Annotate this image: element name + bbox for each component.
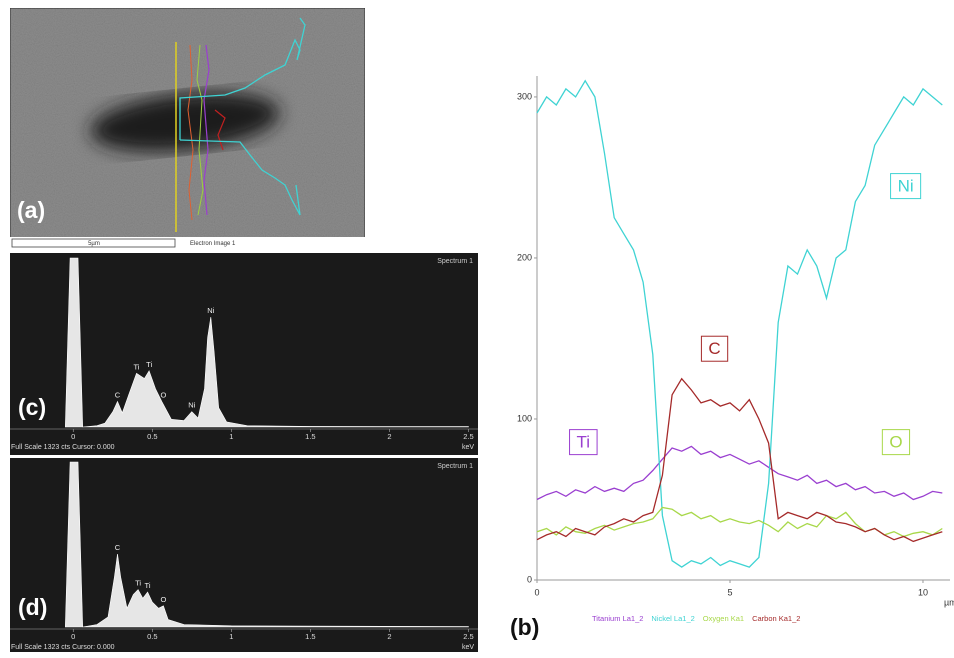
panel-label: (c) (18, 394, 46, 420)
peak-label: C (115, 543, 121, 552)
annotation-box (881, 429, 911, 456)
x-tick-label: 1.5 (305, 632, 315, 641)
x-tick-label: 2.5 (463, 632, 473, 641)
x-tick-label: 2.5 (463, 432, 473, 441)
x-unit: keV (462, 644, 474, 651)
peak-label: Ni (188, 401, 195, 410)
annotation: Ni (898, 177, 914, 196)
x-tick-label: 1 (229, 432, 233, 441)
x-tick-label: 2 (387, 432, 391, 441)
peak-label: Ti (133, 362, 139, 371)
spectrum-area (64, 257, 469, 428)
spectrum-footer: Full Scale 1323 cts Cursor: 0.000 (11, 444, 115, 451)
x-unit: keV (462, 444, 474, 451)
peak-label: Ni (207, 306, 214, 315)
peak-label: Ti (146, 360, 152, 369)
x-tick-label: 1.5 (305, 432, 315, 441)
legend-entry: Nickel La1_2 (651, 614, 694, 623)
spectrum-background (10, 253, 478, 455)
peak-label: Ti (145, 581, 151, 590)
annotation: O (889, 433, 902, 452)
panel-label: (b) (510, 614, 539, 640)
peak-label: Ti (135, 579, 141, 588)
legend-entry: Carbon Ka1_2 (752, 614, 800, 623)
scale-label: 5µm (88, 241, 100, 247)
x-tick-label: 0 (534, 587, 539, 597)
annotation-box (890, 173, 922, 200)
legend-entry: Titanium La1_2 (592, 614, 643, 623)
panel-label: (d) (18, 594, 47, 620)
peak-label: C (115, 390, 121, 399)
y-tick-label: 200 (517, 252, 532, 262)
annotation-box (700, 335, 729, 362)
sem-image: 5µm Electron Image 1 (a) (9, 7, 366, 249)
x-tick-label: 5 (727, 587, 732, 597)
x-tick-label: 0.5 (147, 432, 157, 441)
x-tick-label: 0 (71, 432, 75, 441)
x-unit: µm (944, 597, 954, 607)
y-tick-label: 100 (517, 413, 532, 423)
image-caption: Electron Image 1 (190, 241, 236, 247)
x-tick-label: 1 (229, 632, 233, 641)
spectrum-title: Spectrum 1 (437, 258, 473, 265)
peak-label: O (160, 595, 166, 604)
x-tick-label: 0 (71, 632, 75, 641)
spectrum-footer: Full Scale 1323 cts Cursor: 0.000 (11, 644, 115, 651)
x-tick-label: 2 (387, 632, 391, 641)
line-series (536, 445, 943, 501)
y-tick-label: 300 (517, 91, 532, 101)
panel-label: (a) (17, 197, 45, 223)
annotation-box (569, 429, 598, 456)
annotation: Ti (577, 433, 591, 452)
peak-label: O (160, 390, 166, 399)
line-series (536, 377, 943, 543)
y-tick-label: 0 (527, 574, 532, 584)
x-tick-label: 10 (918, 587, 928, 597)
legend-entry: Oxygen Ka1 (703, 614, 744, 623)
x-tick-label: 0.5 (147, 632, 157, 641)
annotation: C (708, 339, 720, 358)
spectrum-title: Spectrum 1 (437, 463, 473, 470)
line-series (536, 79, 943, 568)
spectrum-area (64, 461, 469, 628)
spectrum-background (10, 458, 478, 652)
